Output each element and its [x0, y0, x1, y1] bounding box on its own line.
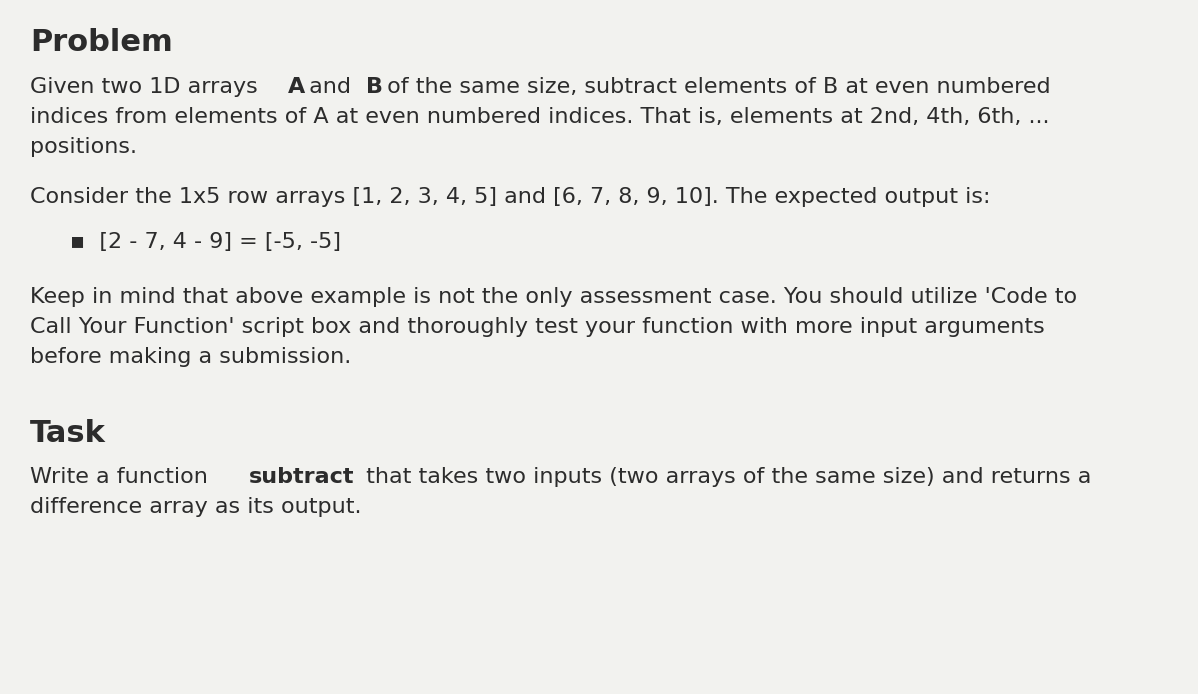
Text: and: and — [302, 76, 358, 96]
Text: that takes two inputs (two arrays of the same size) and returns a: that takes two inputs (two arrays of the… — [359, 467, 1091, 487]
Text: A: A — [288, 76, 305, 96]
Text: subtract: subtract — [249, 467, 355, 487]
Text: positions.: positions. — [30, 137, 137, 157]
Text: before making a submission.: before making a submission. — [30, 346, 351, 366]
Text: Consider the 1x5 row arrays [1, 2, 3, 4, 5] and [6, 7, 8, 9, 10]. The expected o: Consider the 1x5 row arrays [1, 2, 3, 4,… — [30, 187, 991, 207]
Text: Task: Task — [30, 418, 105, 448]
Text: of the same size, subtract elements of B at even numbered: of the same size, subtract elements of B… — [380, 76, 1051, 96]
Text: Keep in mind that above example is not the only assessment case. You should util: Keep in mind that above example is not t… — [30, 287, 1077, 307]
Text: Call Your Function' script box and thoroughly test your function with more input: Call Your Function' script box and thoro… — [30, 316, 1045, 337]
Text: Write a function: Write a function — [30, 467, 214, 487]
Text: ▪  [2 - 7, 4 - 9] = [-5, -5]: ▪ [2 - 7, 4 - 9] = [-5, -5] — [69, 232, 341, 251]
Text: Problem: Problem — [30, 28, 173, 57]
Text: difference array as its output.: difference array as its output. — [30, 497, 362, 517]
Text: B: B — [367, 76, 383, 96]
Text: Given two 1D arrays: Given two 1D arrays — [30, 76, 265, 96]
Text: indices from elements of A at even numbered indices. That is, elements at 2nd, 4: indices from elements of A at even numbe… — [30, 107, 1049, 126]
